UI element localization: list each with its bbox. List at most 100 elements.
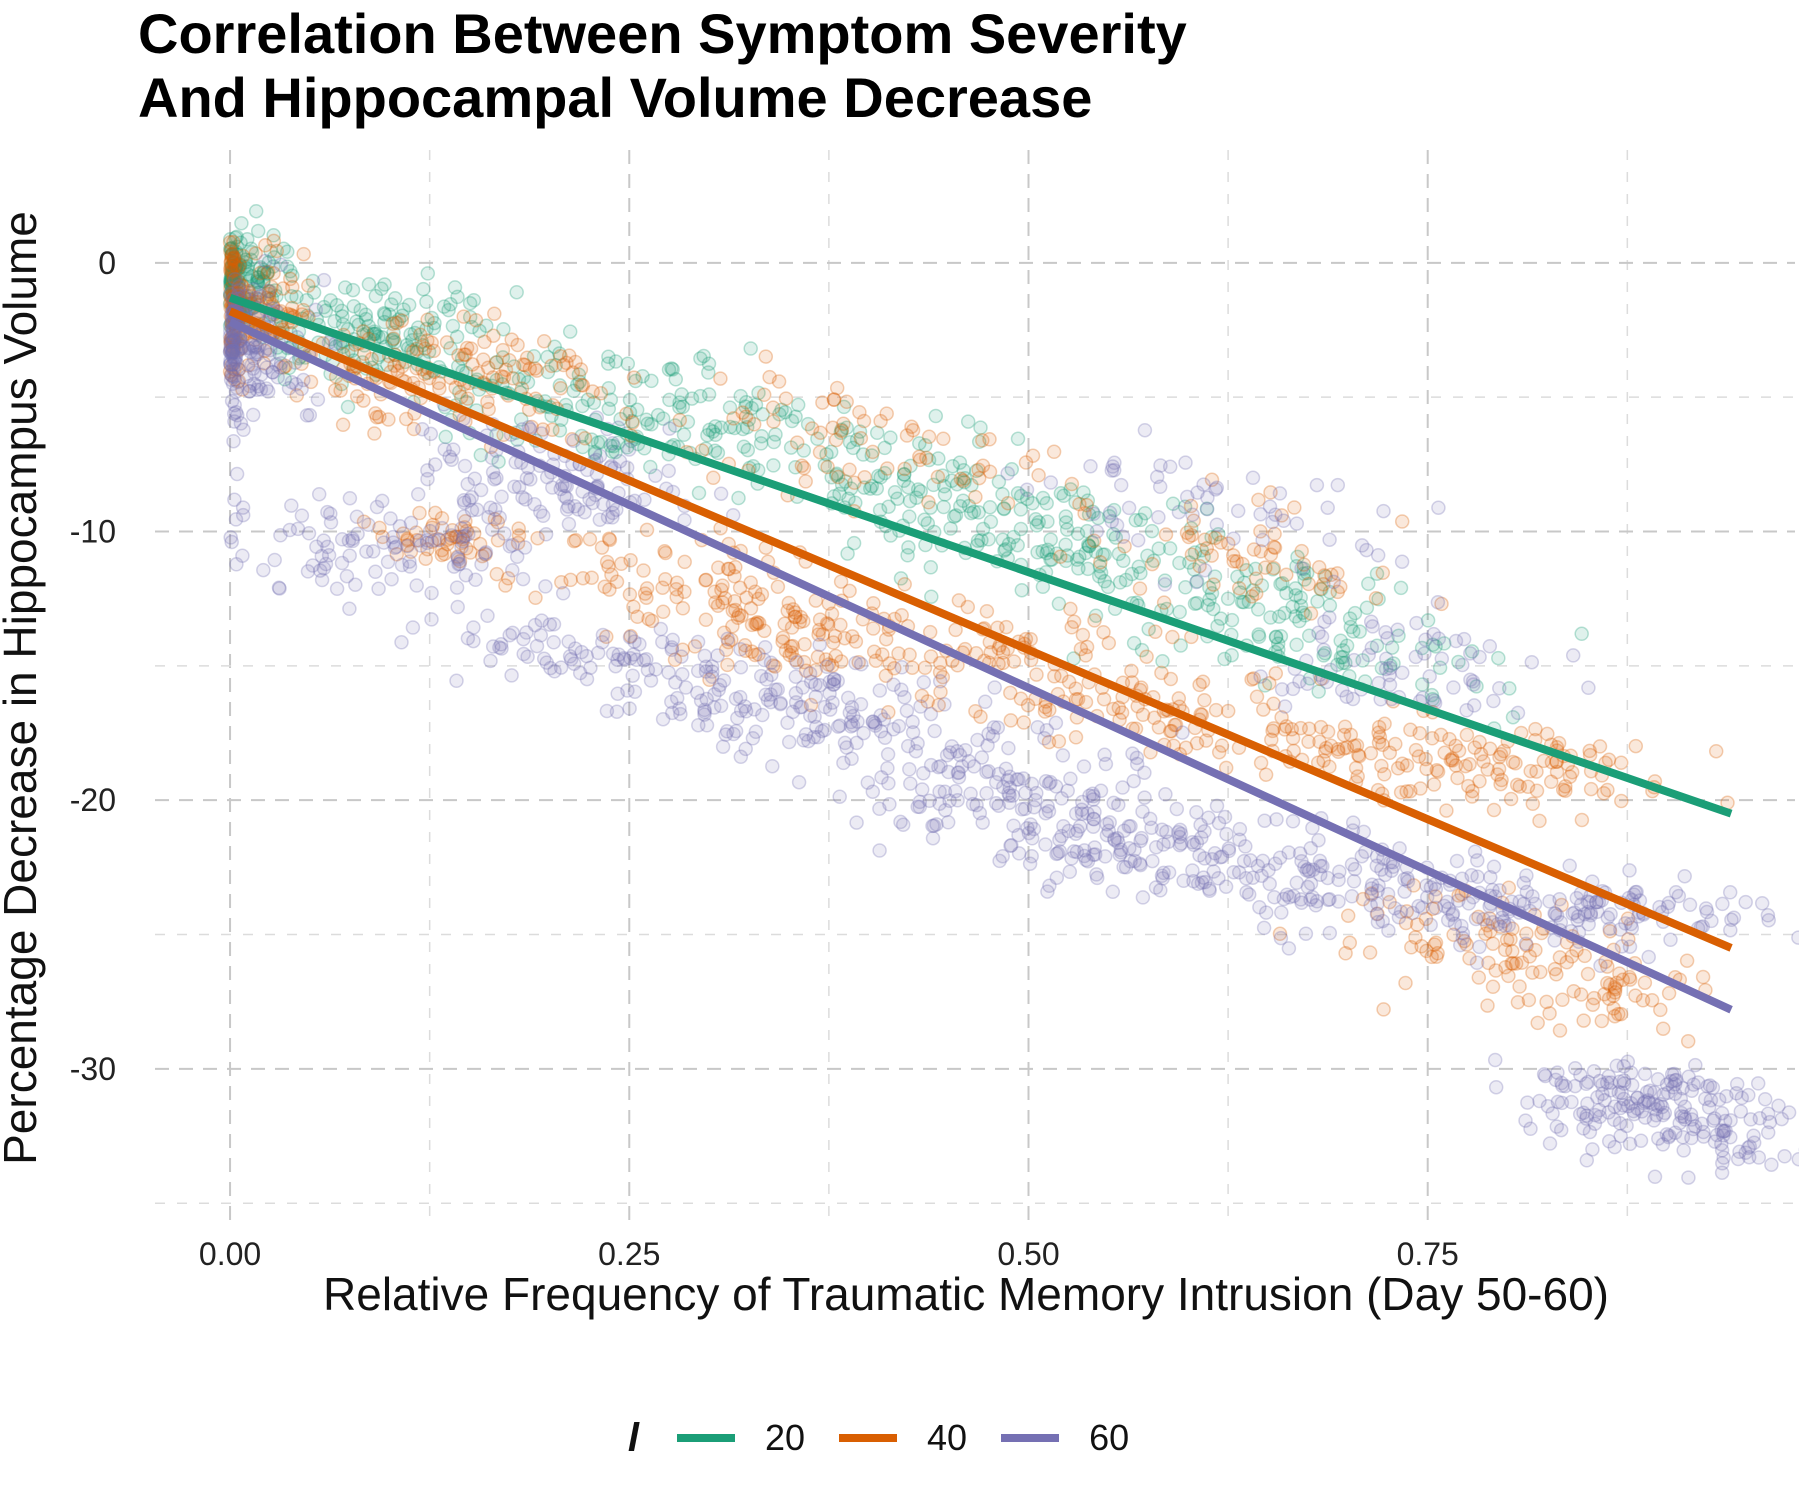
data-point — [880, 461, 895, 476]
data-point — [609, 704, 625, 719]
data-point — [509, 549, 525, 564]
data-point — [389, 546, 405, 562]
data-point — [454, 351, 470, 366]
data-point — [1485, 914, 1500, 930]
data-point — [235, 248, 251, 264]
data-point — [228, 258, 244, 274]
data-point — [931, 451, 946, 466]
data-point — [820, 459, 835, 475]
data-point — [306, 285, 322, 300]
data-point — [982, 464, 998, 479]
data-point — [622, 587, 638, 602]
data-point — [538, 527, 554, 542]
data-point — [1426, 777, 1442, 792]
data-point — [887, 484, 903, 500]
data-point — [468, 572, 483, 588]
data-point — [1037, 731, 1052, 746]
data-point — [1211, 526, 1226, 542]
data-point — [944, 473, 960, 489]
data-point — [970, 533, 986, 548]
data-point — [1576, 1013, 1591, 1028]
data-point — [1562, 858, 1577, 873]
data-point — [782, 647, 797, 663]
data-point — [1378, 625, 1393, 640]
data-point — [1601, 752, 1617, 768]
data-point — [1626, 887, 1642, 902]
data-point — [237, 259, 253, 274]
data-point — [453, 389, 469, 405]
data-point — [849, 432, 865, 447]
data-point — [244, 244, 260, 260]
data-point — [238, 252, 254, 268]
data-point — [487, 511, 503, 527]
data-point — [702, 422, 717, 438]
data-point — [896, 467, 912, 482]
data-point — [712, 677, 728, 693]
data-point — [1322, 584, 1338, 600]
data-point — [1084, 535, 1100, 550]
data-point — [1378, 661, 1394, 677]
data-point — [227, 272, 243, 288]
data-point — [840, 546, 855, 561]
data-point — [657, 543, 672, 559]
data-point — [1053, 485, 1069, 501]
data-point — [1122, 840, 1137, 856]
data-point — [290, 521, 306, 537]
data-point — [1338, 655, 1353, 671]
data-point — [1530, 1015, 1545, 1031]
data-point — [877, 465, 893, 481]
data-point — [1124, 566, 1140, 582]
data-point — [1298, 926, 1314, 941]
data-point — [1141, 621, 1156, 637]
data-point — [316, 272, 332, 288]
data-point — [553, 380, 568, 396]
data-point — [829, 466, 844, 482]
data-point — [1288, 609, 1303, 624]
data-point — [1268, 630, 1284, 645]
data-point — [600, 356, 616, 371]
data-point — [284, 374, 300, 390]
data-point — [738, 399, 753, 414]
data-point — [784, 413, 800, 429]
data-point — [519, 350, 535, 366]
data-point — [594, 540, 610, 555]
data-point — [641, 611, 656, 627]
data-point — [707, 443, 723, 459]
data-point — [991, 798, 1006, 813]
data-point — [1238, 871, 1254, 886]
data-point — [367, 324, 382, 339]
data-point — [529, 363, 545, 378]
data-point — [810, 649, 826, 665]
data-point — [1241, 887, 1257, 902]
data-point — [732, 580, 748, 596]
data-point — [1525, 965, 1540, 980]
data-point — [372, 520, 387, 536]
data-point — [509, 284, 524, 300]
data-point — [375, 330, 390, 345]
data-point — [241, 285, 256, 301]
data-point — [424, 585, 439, 601]
data-point — [443, 531, 459, 546]
data-point — [401, 297, 417, 313]
data-point — [794, 458, 810, 473]
data-point — [767, 659, 783, 674]
data-point — [236, 278, 251, 294]
data-point — [941, 764, 956, 780]
data-point — [1613, 1006, 1629, 1022]
data-point — [269, 288, 284, 304]
data-point — [516, 370, 532, 385]
data-point — [908, 743, 924, 759]
data-point — [1024, 776, 1040, 792]
data-point — [1016, 715, 1032, 730]
data-point — [1684, 1130, 1699, 1146]
data-point — [489, 355, 504, 370]
data-point — [1139, 649, 1154, 664]
data-point — [675, 642, 690, 657]
data-point — [250, 223, 266, 239]
data-point — [1019, 482, 1035, 498]
data-point — [305, 273, 321, 289]
data-point — [763, 655, 779, 670]
data-point — [457, 520, 472, 535]
data-point — [1337, 719, 1353, 734]
data-point — [226, 341, 242, 357]
